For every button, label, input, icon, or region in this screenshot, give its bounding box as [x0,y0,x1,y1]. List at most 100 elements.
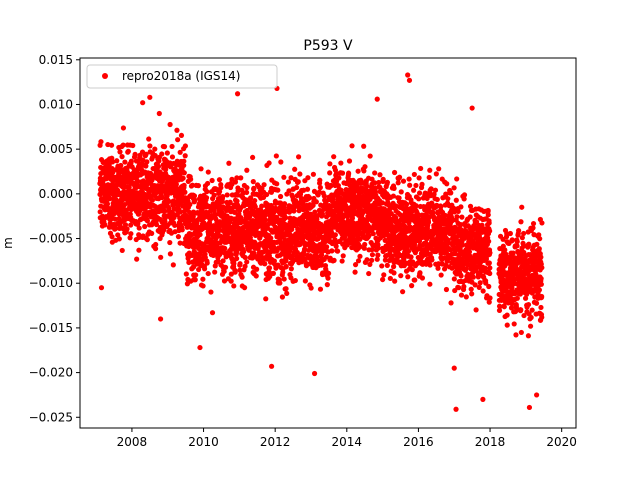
data-point [169,143,175,150]
data-point [538,281,544,287]
data-point [144,237,150,243]
data-point [292,277,298,284]
data-point [301,187,307,193]
x-tick-label: 2008 [117,435,148,449]
data-point [352,269,358,275]
data-point [195,183,201,189]
data-point [317,184,323,191]
data-point [161,144,168,150]
data-point [349,143,355,149]
data-point-outlier [197,344,203,351]
data-point [408,254,414,260]
data-point [244,185,250,191]
data-point [273,214,280,220]
data-point [244,189,250,196]
data-point [164,150,170,156]
data-point [122,159,128,165]
data-point [181,158,187,164]
data-point [114,158,120,164]
data-point-outlier [140,100,146,106]
data-point [106,196,112,202]
data-point [409,283,415,289]
data-point [251,185,257,191]
data-point [167,251,173,257]
data-point [277,280,283,286]
data-point [226,160,232,166]
data-point [263,296,269,302]
data-point [167,121,173,128]
data-point [232,179,239,185]
y-tick-label: 0.010 [39,97,73,111]
data-point [453,197,459,203]
data-point [416,196,422,202]
data-point [207,208,214,214]
data-point [212,269,218,275]
data-point [222,245,228,251]
data-point [142,223,148,230]
data-point [539,220,545,226]
data-point [434,196,440,203]
data-point [262,217,269,223]
data-point [340,253,346,259]
data-point [237,267,243,273]
data-point [188,176,194,182]
data-point [211,192,217,198]
data-point [178,132,185,139]
data-point [436,166,442,172]
data-point [361,143,367,149]
data-point [124,226,130,232]
y-tick-label: −0.010 [29,276,73,290]
data-point [189,182,196,188]
data-point [244,259,250,265]
data-point [538,275,544,282]
data-point [203,195,210,201]
data-point [536,246,542,252]
data-point [116,236,122,242]
data-point [153,241,159,248]
data-point [514,239,520,245]
scatter-points [97,72,545,412]
data-point [291,208,297,214]
data-point-outlier [311,370,318,377]
data-point [357,253,363,259]
data-point [477,280,483,286]
data-point [411,171,417,178]
data-point [247,204,254,211]
data-point [270,270,276,276]
y-tick-label: 0.000 [39,187,73,201]
y-tick-label: −0.015 [29,321,73,335]
data-point [244,167,250,173]
data-point [234,175,240,181]
data-point [413,182,419,189]
data-point-outlier [269,363,275,369]
data-point [321,193,327,199]
data-point [384,262,390,268]
data-point [486,260,492,266]
data-point [355,258,362,264]
data-point [167,239,173,246]
data-point-outlier [405,72,411,78]
data-point [237,261,243,267]
data-point [174,127,180,133]
data-point [461,192,468,198]
data-point [313,199,319,205]
data-point [413,203,419,209]
data-point [473,307,479,313]
data-point [120,142,126,148]
data-point [487,295,493,301]
data-point [314,216,320,222]
data-point [283,263,289,270]
data-point [294,249,300,256]
data-point [175,137,181,143]
data-point [259,203,265,209]
data-point [509,237,515,243]
data-point [350,220,357,226]
data-point [177,240,183,246]
data-point-outlier [157,316,164,322]
data-point [312,209,318,215]
data-point [231,283,237,289]
data-point [529,307,535,313]
data-point [372,170,378,176]
data-point-outlier [469,105,475,111]
data-point [448,300,454,306]
